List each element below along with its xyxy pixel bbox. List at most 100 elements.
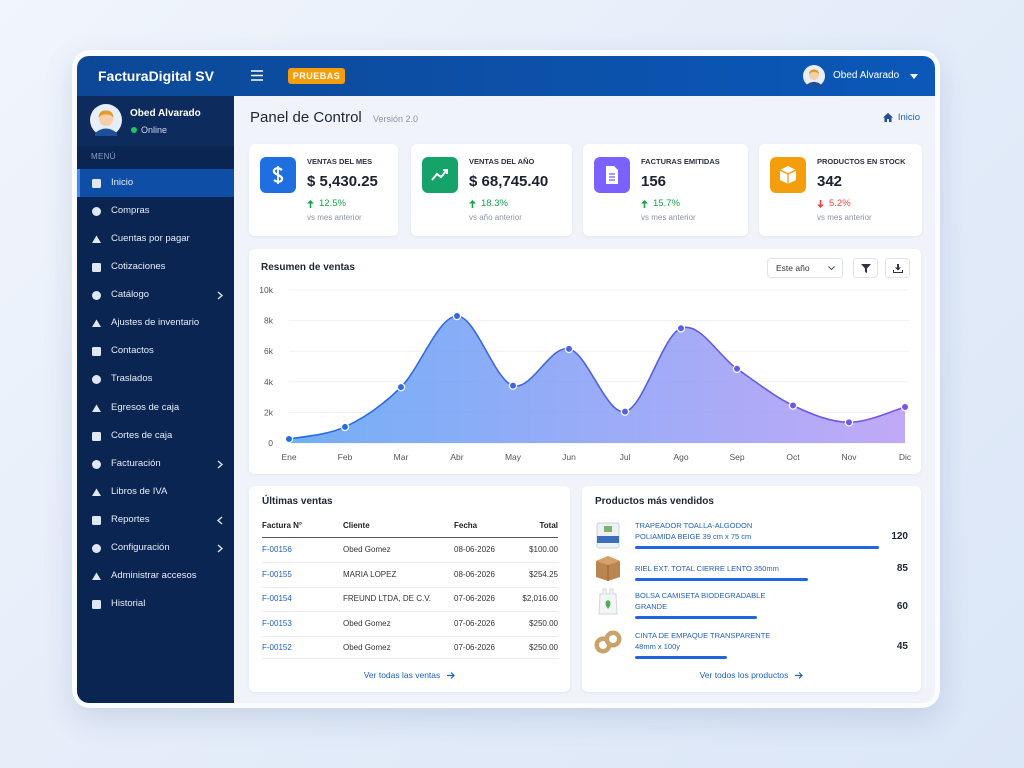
- kpi-icon: [422, 157, 458, 193]
- avatar-face: [99, 112, 113, 126]
- kpi-glyph: [779, 166, 797, 184]
- user-caret[interactable]: [910, 74, 918, 79]
- avatar-body: [806, 81, 822, 87]
- table-cell: 08-06-2026: [454, 545, 495, 554]
- area: [289, 316, 905, 443]
- all-sales-link[interactable]: Ver todas las ventas: [249, 670, 570, 680]
- funnel: [861, 264, 871, 273]
- x-tick-label: Mar: [394, 452, 409, 462]
- kpi-change: 12.5%: [307, 198, 346, 209]
- kpi-icon: [260, 157, 296, 193]
- menu-item[interactable]: Egresos de caja: [77, 394, 234, 422]
- menu-item[interactable]: Reportes: [77, 506, 234, 534]
- app: FacturaDigital SV PRUEBAS Obed Alvarado Obe…: [77, 56, 935, 703]
- menu-icon: [92, 404, 101, 412]
- menu-chevron: [217, 516, 223, 525]
- all-products-link[interactable]: Ver todos los productos: [582, 670, 921, 680]
- invoice-link: F-00155: [262, 569, 292, 579]
- menu-item[interactable]: Libros de IVA: [77, 478, 234, 506]
- point: [788, 401, 798, 410]
- box-top: [596, 556, 620, 565]
- table-cell: $254.25: [529, 569, 558, 579]
- product-image: [596, 556, 620, 581]
- table-cell: $2,016.00: [522, 594, 558, 604]
- card-title: Productos más vendidos: [595, 496, 714, 507]
- sidebar-user-name: Obed Alvarado: [130, 108, 201, 119]
- menu-item[interactable]: Configuración: [77, 534, 234, 562]
- point: [620, 407, 630, 416]
- menu-icon: [92, 515, 101, 525]
- download-button[interactable]: [885, 258, 910, 278]
- device-frame: FacturaDigital SV PRUEBAS Obed Alvarado Obe…: [72, 50, 940, 708]
- y-tick-label: 4k: [264, 377, 274, 387]
- kpi-card: VENTAS DEL AÑO $ 68,745.40 18.3% vs año ant…: [411, 144, 572, 236]
- avatar: [90, 104, 122, 136]
- kpi-label: FACTURAS EMITIDAS: [641, 157, 720, 166]
- menu-item[interactable]: Compras: [77, 197, 234, 225]
- breadcrumb[interactable]: Inicio: [882, 112, 920, 123]
- chevron: [217, 291, 223, 300]
- x-tick-label: Dic: [899, 452, 912, 462]
- menu-item[interactable]: Ajustes de inventario: [77, 309, 234, 337]
- user-name[interactable]: Obed Alvarado: [833, 70, 900, 81]
- arrow: [447, 671, 456, 679]
- chevron: [217, 544, 223, 553]
- x-tick-label: Ene: [281, 452, 296, 462]
- icon-shape: [92, 404, 101, 412]
- menu-item[interactable]: Catálogo: [77, 281, 234, 309]
- product-name-line: POLIAMIDA BEIGE 39 cm x 75 cm: [635, 532, 752, 541]
- menu-item[interactable]: Historial: [77, 590, 234, 618]
- column-header: Total: [539, 521, 558, 530]
- kpi-glyph: [272, 166, 284, 184]
- kpi-icon: [594, 157, 630, 193]
- menu-item[interactable]: Administrar accesos: [77, 562, 234, 590]
- tray: [893, 270, 903, 273]
- kpi-label: PRODUCTOS EN STOCK: [817, 157, 906, 166]
- menu-icon: [92, 431, 101, 441]
- link-arrow: [447, 671, 456, 679]
- product-name[interactable]: BOLSA CAMISETA BIODEGRADABLE GRANDE: [635, 590, 765, 612]
- product-image: [598, 588, 618, 615]
- period-select[interactable]: Este año: [767, 258, 843, 278]
- icon-shape: [92, 572, 101, 580]
- kpi-change-value: 15.7%: [653, 198, 680, 209]
- product-name[interactable]: RIEL EXT. TOTAL CIERRE LENTO 350mm: [635, 563, 779, 574]
- product-qty: 85: [896, 563, 908, 574]
- menu-item[interactable]: Contactos: [77, 337, 234, 365]
- qty-bar: [635, 616, 757, 619]
- row-rule: [262, 562, 558, 563]
- y-tick-label: 10k: [259, 285, 273, 295]
- filter-button[interactable]: [853, 258, 878, 278]
- product-qty: 120: [891, 531, 908, 542]
- menu-item[interactable]: Cuentas por pagar: [77, 225, 234, 253]
- table-cell: 07-06-2026: [454, 618, 495, 628]
- chevron: [217, 460, 223, 469]
- invoice-link: F-00152: [262, 643, 292, 653]
- kpi-note: vs mes anterior: [817, 213, 872, 222]
- product-name[interactable]: TRAPEADOR TOALLA-ALGODON POLIAMIDA BEIGE …: [635, 520, 752, 542]
- menu-item[interactable]: Cotizaciones: [77, 253, 234, 281]
- env-badge: PRUEBAS: [288, 68, 345, 84]
- product-name[interactable]: CINTA DE EMPAQUE TRANSPARENTE 48mm x 100y: [635, 630, 770, 652]
- menu-label: Contactos: [111, 345, 154, 357]
- menu-item[interactable]: Facturación: [77, 450, 234, 478]
- all-products-link-label: Ver todos los productos: [699, 670, 789, 680]
- kpi-glyph: [606, 166, 618, 184]
- menu-label: Cotizaciones: [111, 261, 166, 273]
- column-header: Fecha: [454, 521, 478, 530]
- home-icon: [882, 113, 893, 122]
- icon-shape: [92, 431, 101, 441]
- invoice-link: F-00156: [262, 545, 292, 554]
- avatar-face: [809, 70, 819, 81]
- product-image: [594, 630, 622, 654]
- column-header: Factura N°: [262, 521, 303, 530]
- menu-icon: [92, 207, 101, 217]
- icon-shape: [92, 291, 101, 301]
- menu-item[interactable]: Traslados: [77, 365, 234, 393]
- menu-toggle[interactable]: [251, 70, 263, 81]
- menu-item[interactable]: Inicio: [77, 169, 234, 197]
- menu-item[interactable]: Cortes de caja: [77, 422, 234, 450]
- table-cell: Obed Gomez: [343, 545, 391, 554]
- kpi-card: VENTAS DEL MES $ 5,430.25 12.5% vs mes ante…: [249, 144, 398, 236]
- menu-chevron: [217, 291, 223, 300]
